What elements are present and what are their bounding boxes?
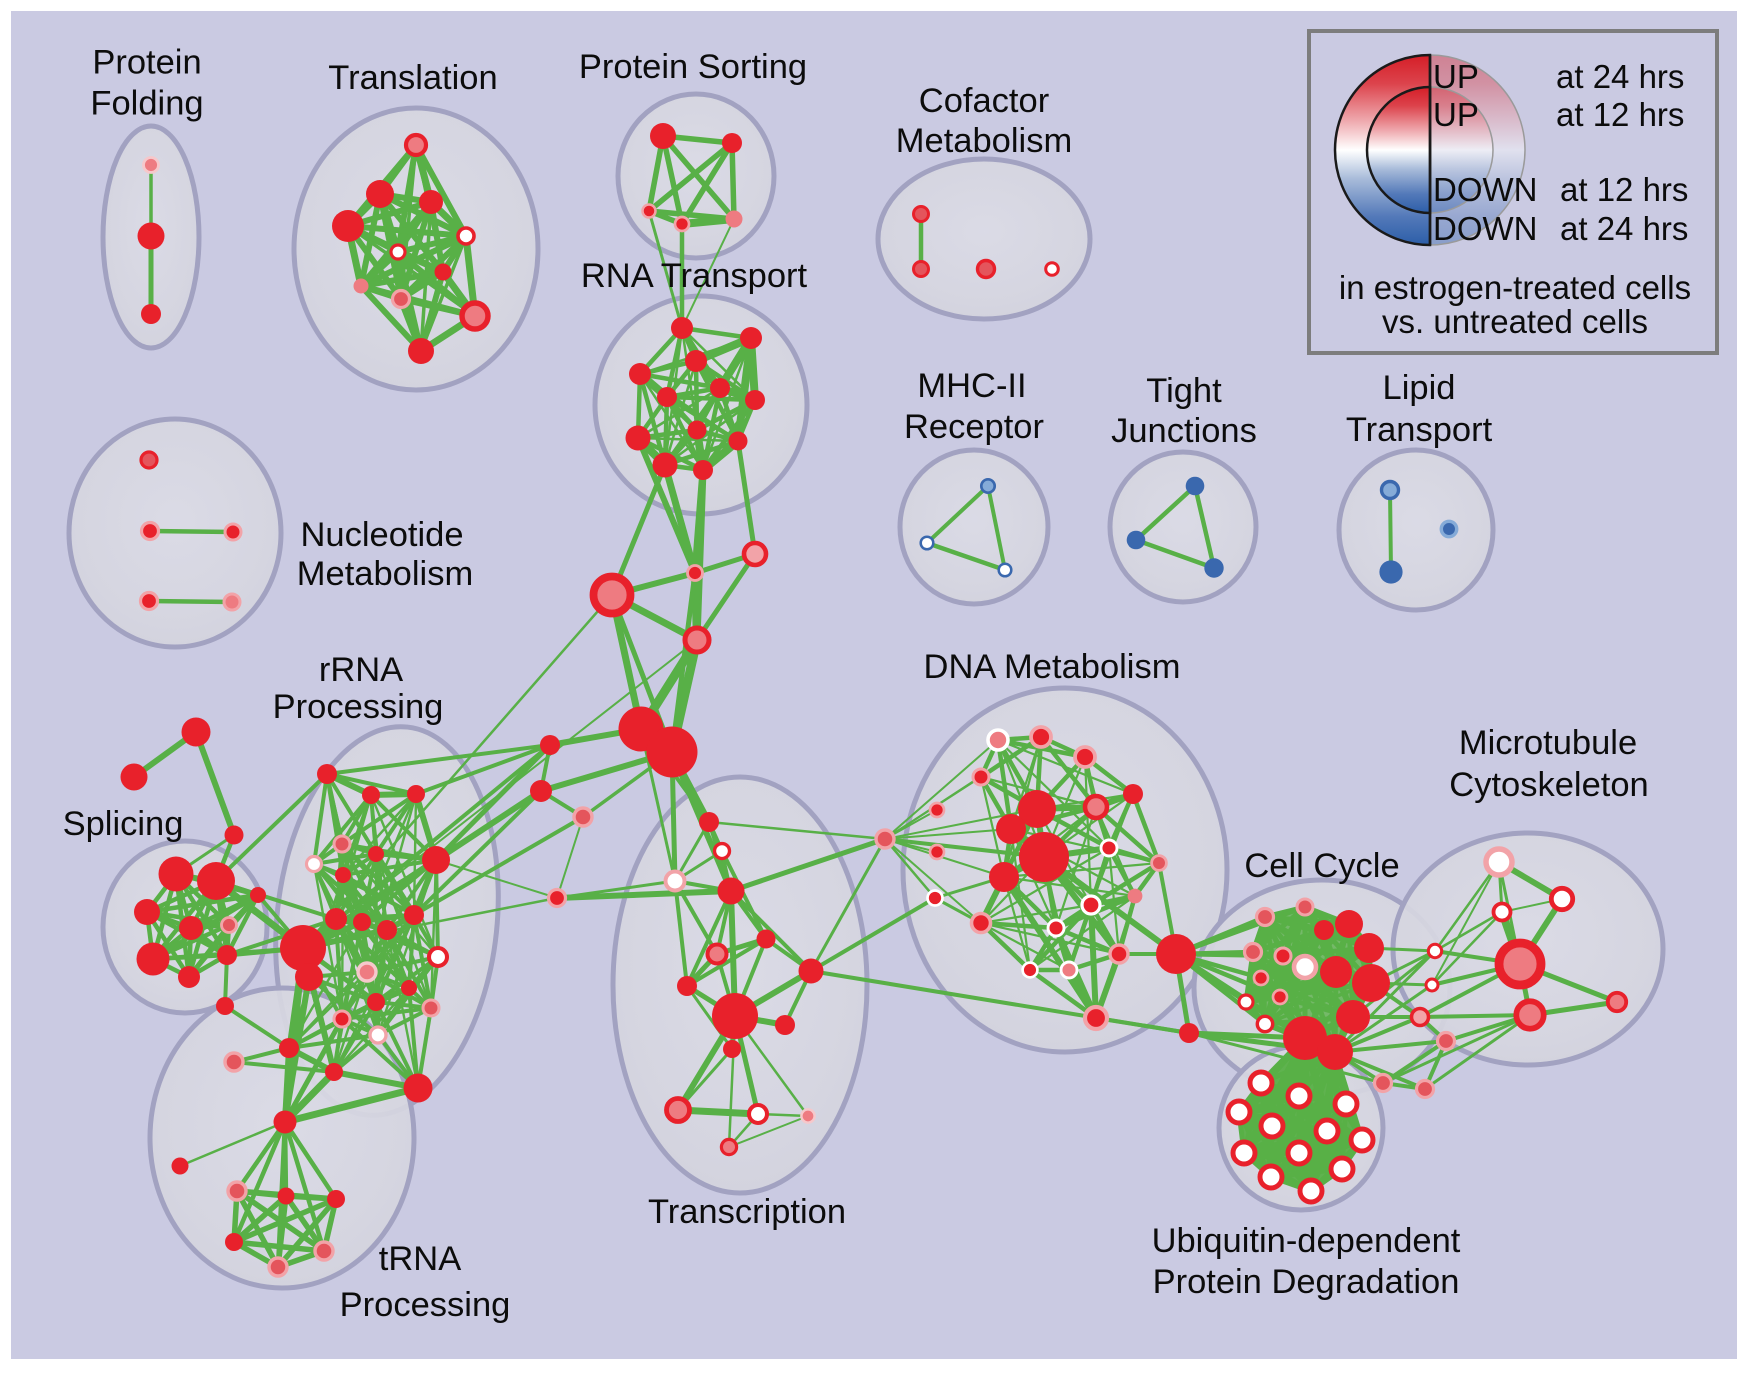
- svg-text:DNA Metabolism: DNA Metabolism: [924, 648, 1181, 686]
- svg-text:at 12 hrs: at 12 hrs: [1556, 96, 1684, 133]
- svg-text:Microtubule: Microtubule: [1459, 724, 1637, 762]
- svg-text:Protein Sorting: Protein Sorting: [579, 48, 807, 86]
- svg-text:Folding: Folding: [90, 85, 203, 123]
- svg-text:rRNA: rRNA: [319, 651, 403, 689]
- svg-text:Metabolism: Metabolism: [297, 555, 473, 593]
- svg-text:at 24 hrs: at 24 hrs: [1556, 58, 1684, 95]
- svg-text:Processing: Processing: [340, 1286, 511, 1324]
- svg-text:DOWN: DOWN: [1433, 210, 1537, 247]
- svg-text:at 24 hrs: at 24 hrs: [1560, 210, 1688, 247]
- svg-text:Processing: Processing: [273, 688, 444, 726]
- svg-text:Cofactor: Cofactor: [919, 82, 1049, 120]
- svg-text:DOWN: DOWN: [1433, 171, 1537, 208]
- svg-text:Cell Cycle: Cell Cycle: [1244, 847, 1399, 885]
- svg-text:Translation: Translation: [328, 59, 497, 97]
- svg-text:Receptor: Receptor: [904, 408, 1044, 446]
- svg-text:Cytoskeleton: Cytoskeleton: [1449, 766, 1648, 804]
- svg-text:Protein: Protein: [92, 44, 201, 82]
- svg-text:at 12 hrs: at 12 hrs: [1560, 171, 1688, 208]
- svg-text:Tight: Tight: [1146, 372, 1222, 410]
- svg-text:vs. untreated cells: vs. untreated cells: [1382, 303, 1648, 340]
- svg-text:UP: UP: [1433, 96, 1479, 133]
- svg-text:in estrogen-treated cells: in estrogen-treated cells: [1339, 269, 1691, 306]
- svg-text:Junctions: Junctions: [1111, 412, 1257, 450]
- svg-text:MHC-II: MHC-II: [917, 367, 1026, 405]
- svg-text:Transport: Transport: [1346, 411, 1493, 449]
- svg-text:Protein Degradation: Protein Degradation: [1153, 1263, 1460, 1301]
- svg-text:Transcription: Transcription: [648, 1193, 846, 1231]
- svg-text:tRNA: tRNA: [379, 1240, 461, 1278]
- svg-text:Splicing: Splicing: [63, 805, 184, 843]
- svg-text:Nucleotide: Nucleotide: [300, 516, 463, 554]
- svg-text:Lipid: Lipid: [1383, 369, 1456, 407]
- svg-text:Metabolism: Metabolism: [896, 122, 1072, 160]
- svg-text:UP: UP: [1433, 58, 1479, 95]
- svg-text:Ubiquitin-dependent: Ubiquitin-dependent: [1152, 1222, 1461, 1260]
- svg-text:RNA Transport: RNA Transport: [581, 257, 808, 295]
